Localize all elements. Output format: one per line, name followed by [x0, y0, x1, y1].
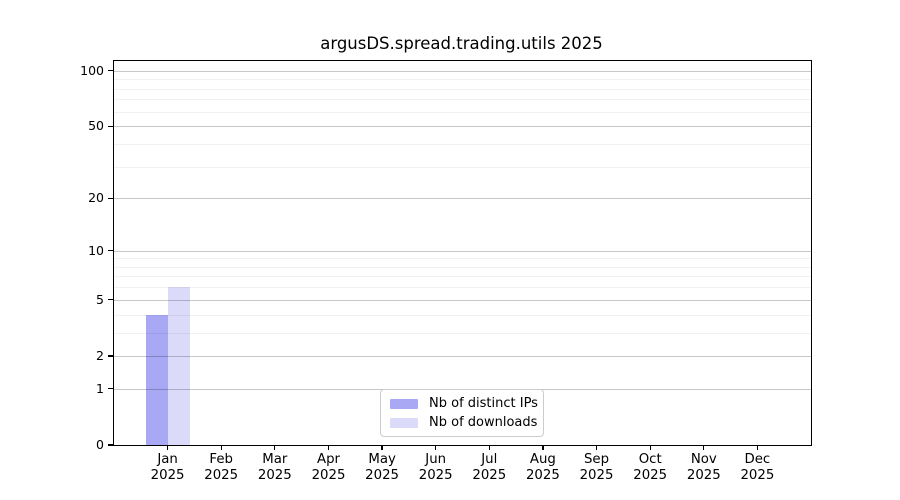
y-tick-mark — [107, 125, 113, 127]
x-tick-label-dec: Dec 2025 — [740, 452, 775, 483]
y-tick-label: 5 — [96, 291, 104, 307]
x-tick-label-mar: Mar 2025 — [257, 452, 292, 483]
x-tick-mark — [220, 445, 222, 450]
y-tick-label: 1 — [96, 380, 104, 396]
legend-label: Nb of downloads — [429, 415, 538, 430]
y-tick-mark — [107, 70, 113, 72]
x-tick-mark — [703, 445, 705, 450]
x-tick-mark — [166, 445, 169, 450]
legend: Nb of distinct IPs Nb of downloads — [380, 389, 544, 437]
plot-area: 0 1 2 5 10 20 50 100 Jan 2025 Feb 2025 Mar 2025 Apr 202… — [80, 60, 812, 483]
x-tick-label-may: May 2025 — [365, 452, 400, 483]
x-tick-mark — [327, 445, 330, 450]
x-tick-label-nov: Nov 2025 — [686, 452, 721, 483]
y-tick-label: 2 — [96, 347, 104, 363]
x-tick-label-feb: Feb 2025 — [204, 452, 239, 483]
ticks-layer: 0 1 2 5 10 20 50 100 Jan 2025 Feb 2025 Mar 2025 Apr 202… — [80, 61, 811, 483]
legend-entry-distinct-ips: Nb of distinct IPs — [390, 396, 543, 411]
x-tick-mark — [274, 445, 276, 450]
x-tick-label-aug: Aug 2025 — [525, 452, 560, 483]
y-tick-label: 50 — [88, 118, 104, 134]
x-tick-mark — [595, 445, 598, 450]
x-tick-label-jul: Jul 2025 — [472, 452, 507, 483]
x-tick-mark — [488, 445, 490, 450]
y-tick-mark — [107, 299, 113, 301]
x-tick-mark — [649, 445, 651, 450]
downloads-swatch-icon — [390, 417, 418, 428]
x-tick-label-jun: Jun 2025 — [418, 452, 453, 483]
y-tick-mark — [107, 197, 113, 199]
distinct-ips-swatch-icon — [390, 398, 418, 409]
x-tick-label-sep: Sep 2025 — [579, 452, 614, 483]
x-tick-label-jan: Jan 2025 — [150, 452, 185, 483]
x-tick-mark — [756, 445, 759, 450]
y-tick-label: 10 — [88, 242, 104, 258]
x-tick-mark — [381, 445, 383, 450]
bar-jan-s0 — [145, 314, 168, 445]
y-tick-label: 20 — [88, 190, 104, 206]
x-tick-label-oct: Oct 2025 — [633, 452, 668, 483]
y-tick-label: 100 — [80, 62, 104, 78]
x-tick-label-apr: Apr 2025 — [311, 452, 346, 483]
legend-label: Nb of distinct IPs — [429, 396, 538, 411]
y-tick-mark — [107, 249, 113, 252]
y-tick-mark — [107, 355, 113, 357]
bars-layer — [114, 61, 811, 445]
chart-title: argusDS.spread.trading.utils 2025 — [320, 34, 603, 53]
bar-jan-s1 — [167, 287, 190, 445]
y-tick-mark — [107, 444, 113, 446]
legend-entry-downloads: Nb of downloads — [390, 415, 543, 430]
x-tick-mark — [542, 445, 544, 450]
y-tick-mark — [107, 388, 113, 390]
y-tick-label: 0 — [96, 437, 104, 452]
x-tick-mark — [435, 445, 437, 450]
